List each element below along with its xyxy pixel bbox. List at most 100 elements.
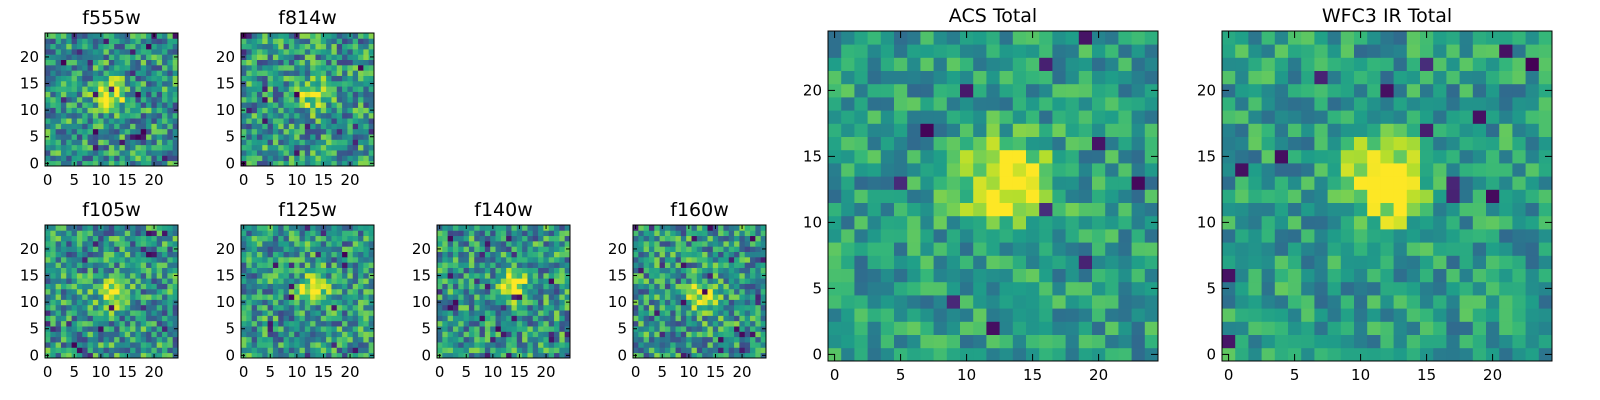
pixel	[363, 118, 370, 124]
pixel	[712, 251, 719, 258]
pixel	[1261, 295, 1276, 309]
pixel	[103, 315, 110, 322]
pixel	[66, 310, 72, 316]
pixel	[1118, 268, 1132, 283]
pixel	[45, 283, 51, 290]
pixel	[564, 256, 571, 263]
pixel	[490, 310, 496, 316]
pixel	[999, 97, 1014, 111]
pixel	[696, 331, 703, 338]
pixel	[140, 54, 147, 60]
pixel	[696, 283, 703, 290]
pixel	[87, 48, 94, 55]
pixel	[368, 150, 375, 156]
pixel	[256, 150, 263, 156]
pixel	[1354, 281, 1368, 296]
pixel	[92, 256, 99, 263]
pixel	[1472, 268, 1487, 283]
pixel	[347, 96, 354, 103]
pixel	[452, 256, 459, 263]
pixel	[336, 342, 343, 348]
pixel	[1052, 136, 1066, 151]
pixel	[358, 347, 364, 354]
pixel	[363, 70, 370, 76]
pixel	[468, 256, 475, 263]
pixel	[76, 304, 83, 311]
pixel	[358, 75, 364, 82]
pixel	[342, 144, 348, 151]
pixel	[119, 139, 126, 146]
pixel	[654, 256, 660, 263]
pixel	[907, 229, 921, 243]
pixel	[151, 102, 158, 108]
pixel	[342, 278, 348, 284]
pixel	[744, 315, 751, 322]
panel-title: f125w	[278, 199, 337, 221]
pixel	[675, 256, 682, 263]
pixel	[1118, 136, 1132, 151]
pixel	[241, 43, 247, 50]
pixel	[707, 320, 714, 327]
pixel	[358, 107, 364, 114]
pixel	[283, 64, 290, 71]
pixel	[1354, 334, 1368, 349]
pixel	[538, 336, 544, 343]
pixel	[262, 342, 268, 348]
pixel	[750, 262, 756, 268]
pixel	[760, 331, 767, 338]
pixel	[151, 272, 158, 279]
pixel	[256, 294, 263, 300]
pixel	[1105, 123, 1119, 137]
pixel	[1367, 189, 1381, 203]
pixel	[479, 342, 486, 348]
pixel	[310, 80, 316, 87]
pixel	[156, 160, 163, 167]
pixel	[55, 225, 62, 231]
pixel	[320, 315, 327, 322]
pixel	[114, 80, 120, 87]
pixel	[315, 43, 322, 50]
pixel	[92, 352, 99, 359]
pixel	[315, 128, 322, 135]
pixel	[167, 59, 174, 66]
pixel	[320, 342, 327, 348]
pixel	[76, 150, 83, 156]
pixel	[358, 310, 364, 316]
pixel	[299, 139, 306, 146]
pixel	[691, 320, 698, 327]
pixel	[1380, 189, 1394, 203]
pixel	[167, 64, 174, 71]
pixel	[267, 118, 274, 124]
x-tick-label: 5	[896, 366, 906, 384]
pixel	[156, 91, 163, 98]
pixel	[1065, 229, 1080, 243]
pixel	[320, 43, 327, 50]
pixel	[468, 246, 475, 252]
pixel	[267, 123, 274, 130]
pixel	[267, 347, 274, 354]
pixel	[468, 225, 475, 231]
pixel	[135, 128, 142, 135]
pixel	[933, 215, 948, 230]
pixel	[320, 59, 327, 66]
pixel	[633, 251, 639, 258]
pixel	[315, 294, 322, 300]
pixel	[841, 295, 855, 309]
pixel	[278, 112, 284, 119]
pixel	[71, 150, 78, 156]
pixel	[135, 134, 142, 140]
pixel	[463, 310, 470, 316]
pixel	[76, 347, 83, 354]
pixel	[368, 240, 375, 247]
pixel	[680, 352, 687, 359]
pixel	[304, 139, 311, 146]
pixel	[71, 262, 78, 268]
pixel	[172, 38, 179, 45]
pixel	[352, 262, 359, 268]
pixel	[946, 268, 961, 283]
pixel	[368, 59, 375, 66]
pixel	[479, 230, 486, 237]
pixel	[320, 38, 327, 45]
pixel	[347, 102, 354, 108]
pixel	[723, 336, 730, 343]
